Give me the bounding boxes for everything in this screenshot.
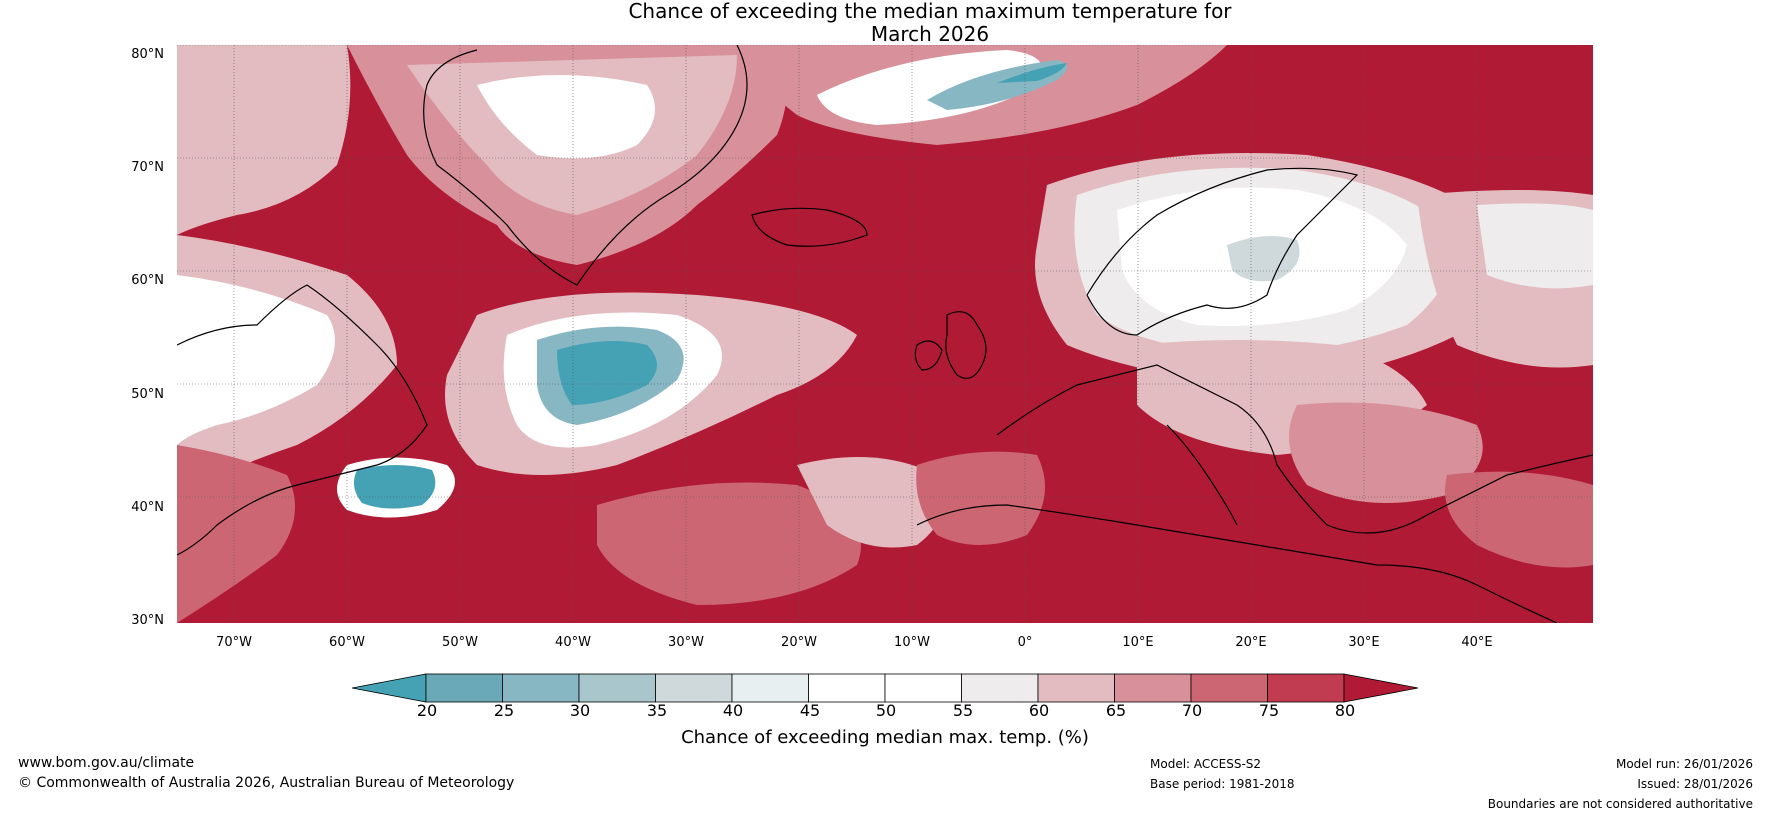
region-anatolia [1445, 471, 1593, 568]
region-canada-north [177, 45, 351, 235]
colorbar-tick-80: 80 [1334, 701, 1356, 720]
probability-map [177, 45, 1593, 623]
colorbar-segments [352, 673, 1419, 703]
colorbar-segment [1114, 673, 1192, 703]
colorbar-tick-60: 60 [1028, 701, 1050, 720]
region-balkans [1289, 402, 1483, 503]
region-canada-white [177, 275, 335, 445]
colorbar-label: Chance of exceeding median max. temp. (%… [681, 727, 1089, 748]
colorbar-segment [1267, 673, 1345, 703]
issued-text: Issued: 28/01/2026 [1637, 777, 1753, 791]
colorbar-segment [884, 673, 962, 703]
lon-label-70w: 70°W [216, 635, 252, 650]
colorbar-tick-20: 20 [416, 701, 438, 720]
map-canvas [177, 45, 1593, 623]
lat-label-40n: 40°N [131, 500, 164, 515]
colorbar-segment [1037, 673, 1115, 703]
lon-label-20w: 20°W [781, 635, 817, 650]
base-period-text: Base period: 1981-2018 [1150, 777, 1295, 791]
coastline-iceland [751, 207, 868, 247]
colorbar-segment [578, 673, 656, 703]
colorbar-arrow-high [1343, 673, 1419, 703]
colorbar-tick-30: 30 [569, 701, 591, 720]
lat-label-60n: 60°N [131, 273, 164, 288]
colorbar-tick-35: 35 [646, 701, 668, 720]
lon-label-20e: 20°E [1235, 635, 1267, 650]
lat-label-30n: 30°N [131, 613, 164, 628]
colorbar-segment [502, 673, 580, 703]
colorbar-arrow-low [352, 673, 427, 703]
colorbar-tick-40: 40 [722, 701, 744, 720]
lon-label-60w: 60°W [329, 635, 365, 650]
coastline-britain [945, 311, 987, 379]
lat-label-70n: 70°N [131, 160, 164, 175]
region-greenland-white [477, 75, 655, 159]
colorbar-tick-55: 55 [952, 701, 974, 720]
lon-label-50w: 50°W [442, 635, 478, 650]
copyright-text: © Commonwealth of Australia 2026, Austra… [18, 775, 515, 791]
lat-label-50n: 50°N [131, 387, 164, 402]
region-atlantic-lower-pink [597, 482, 861, 605]
coastlines [177, 45, 1593, 623]
colorbar-tick-45: 45 [799, 701, 821, 720]
colorbar-tick-65: 65 [1105, 701, 1127, 720]
coastline-greenland [423, 45, 748, 286]
model-run-text: Model run: 26/01/2026 [1615, 757, 1753, 771]
colorbar-segment [655, 673, 733, 703]
region-atlantic-blue [557, 341, 657, 405]
region-iberia [916, 451, 1045, 545]
coastline-ireland [914, 340, 943, 371]
colorbar-segment [1190, 673, 1268, 703]
colorbar-tick-70: 70 [1181, 701, 1203, 720]
colorbar-tick-75: 75 [1258, 701, 1280, 720]
colorbar-segment [961, 673, 1039, 703]
lon-label-40w: 40°W [555, 635, 591, 650]
lon-label-0: 0° [1017, 635, 1033, 650]
coastline-north-africa [916, 504, 1558, 623]
colorbar-tick-50: 50 [875, 701, 897, 720]
disclaimer-text: Boundaries are not considered authoritat… [1487, 797, 1753, 811]
region-scandinavia-blue [1227, 236, 1300, 282]
title-line-1: Chance of exceeding the median maximum t… [628, 0, 1232, 23]
colorbar [352, 673, 1419, 703]
title-line-2: March 2026 [870, 22, 990, 46]
region-arctic-white [817, 50, 1043, 125]
colorbar-segment [808, 673, 886, 703]
website-link[interactable]: www.bom.gov.au/climate [18, 755, 195, 771]
lon-label-10w: 10°W [894, 635, 930, 650]
coastline-canada [177, 284, 428, 556]
region-atlantic-lower-light [797, 457, 944, 548]
colorbar-segment [425, 673, 503, 703]
region-europe-east-light [1477, 203, 1593, 289]
coastline-scandinavia [1086, 167, 1359, 336]
colorbar-tick-25: 25 [493, 701, 515, 720]
region-atlantic-south-blue [353, 465, 436, 509]
model-text: Model: ACCESS-S2 [1150, 757, 1262, 771]
coastline-italy [1166, 424, 1238, 526]
coastline-europe [996, 364, 1593, 534]
lon-label-30e: 30°E [1348, 635, 1380, 650]
region-canada-mid [177, 445, 295, 623]
lat-label-80n: 80°N [131, 47, 164, 62]
region-arctic-blue-2 [997, 63, 1067, 83]
colorbar-segment [731, 673, 809, 703]
graticule [177, 45, 1593, 623]
lon-label-10e: 10°E [1122, 635, 1154, 650]
lon-label-40e: 40°E [1461, 635, 1493, 650]
lon-label-30w: 30°W [668, 635, 704, 650]
map-title: Chance of exceeding the median maximum t… [560, 0, 1300, 46]
